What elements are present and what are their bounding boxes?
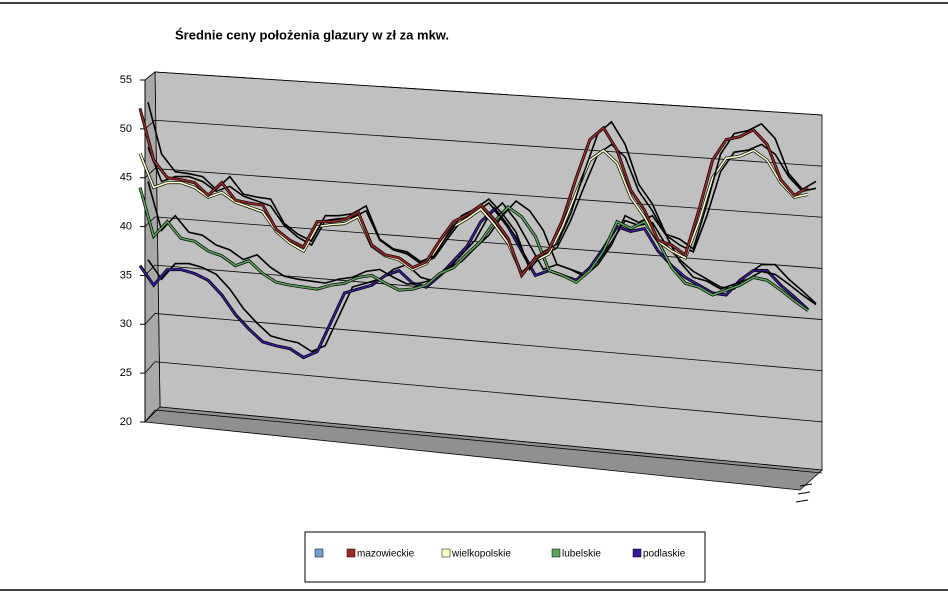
grid-line-side bbox=[144, 409, 156, 423]
depth-tick bbox=[795, 499, 809, 503]
depth-tick bbox=[799, 483, 813, 487]
grid-line bbox=[154, 71, 823, 116]
grid-line-side bbox=[144, 313, 156, 325]
legend-swatch bbox=[551, 548, 561, 558]
legend-label: podlaskie bbox=[643, 549, 686, 560]
legend: mazowieckie wielkopolskie lubelskie podlask… bbox=[304, 531, 706, 583]
grid-line-side bbox=[144, 71, 156, 81]
back-wall bbox=[154, 71, 823, 471]
legend-swatch bbox=[441, 548, 451, 558]
grid-line bbox=[154, 361, 823, 423]
y-tick-label: 45 bbox=[120, 172, 132, 184]
y-tick-label: 40 bbox=[120, 220, 132, 232]
grid-line-side bbox=[144, 168, 156, 179]
series-ribbon-edge bbox=[147, 201, 817, 353]
series-line bbox=[139, 149, 809, 275]
legend-label: lubelskie bbox=[562, 549, 601, 560]
grid-line bbox=[154, 216, 823, 269]
series-line bbox=[139, 207, 809, 359]
grid-line bbox=[154, 313, 823, 372]
legend-swatch bbox=[314, 548, 324, 558]
y-tick-label: 30 bbox=[120, 318, 132, 330]
grid-line bbox=[154, 168, 823, 218]
y-tick-label: 35 bbox=[120, 269, 132, 281]
y-tick-label: 20 bbox=[120, 416, 132, 428]
series-ribbon-edge bbox=[147, 102, 817, 272]
chart-title: Średnie ceny położenia glazury w zł za m… bbox=[175, 27, 449, 42]
depth-tick bbox=[797, 491, 811, 495]
legend-swatch bbox=[346, 548, 356, 558]
legend-swatch bbox=[632, 548, 642, 558]
series-line bbox=[139, 108, 809, 278]
plot-area bbox=[138, 71, 823, 503]
floor bbox=[144, 406, 823, 491]
grid-line-side bbox=[144, 361, 156, 374]
grid-line bbox=[154, 409, 823, 474]
grid-line bbox=[154, 119, 823, 167]
series-line bbox=[139, 187, 809, 312]
legend-label: mazowieckie bbox=[357, 549, 415, 560]
y-tick-label: 55 bbox=[120, 74, 132, 86]
y-tick-label: 50 bbox=[120, 123, 132, 135]
y-tick-label: 25 bbox=[120, 367, 132, 379]
legend-label: wielkopolskie bbox=[451, 549, 511, 560]
